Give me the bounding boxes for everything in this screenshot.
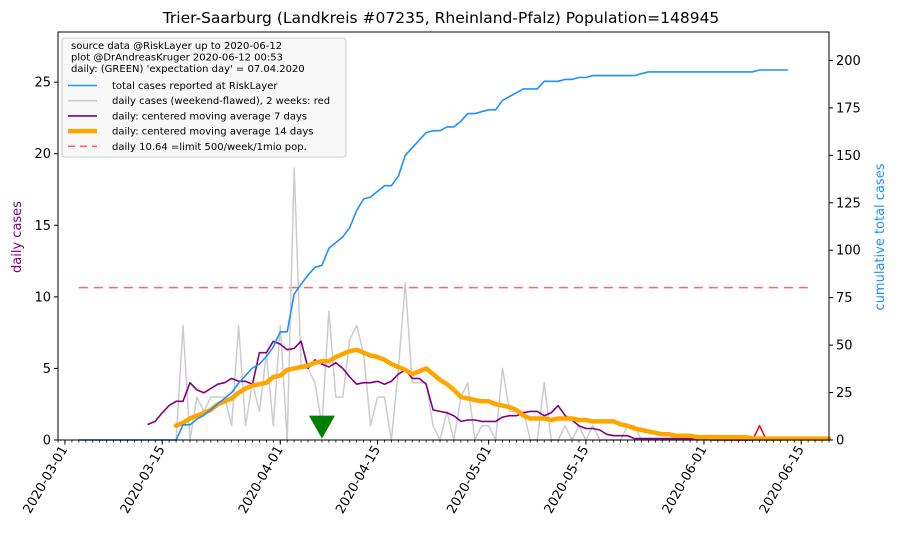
x-tick-label: 2020-06-01 [660,444,711,517]
ma14-layer [173,347,832,441]
x-tick-label: 2020-05-01 [444,444,495,517]
legend-entry-label: daily: centered moving average 14 days [112,127,313,138]
y-tick-label-left: 20 [34,147,51,162]
y-tick-label-left: 25 [34,76,51,91]
expectation-day-marker [308,415,335,439]
series-line-daily-cases-weekend-flawed-2-weeks-red [78,167,725,441]
legend-header-line: daily: (GREEN) 'expectation day' = 07.04… [71,64,305,75]
chart-title: Trier-Saarburg (Landkreis #07235, Rheinl… [162,9,720,27]
series-line-daily-centered-moving-average-14-days [173,347,832,441]
legend: source data @RiskLayer up to 2020-06-12p… [61,37,347,158]
x-tick-label: 2020-03-01 [21,444,72,517]
x-tick-label: 2020-05-15 [542,444,593,517]
y-tick-label-right: 100 [836,244,861,259]
legend-entry-label: total cases reported at RiskLayer [112,81,278,92]
x-tick-label: 2020-04-01 [236,444,287,517]
plot-frame [57,31,830,441]
y-tick-label-right: 150 [836,149,861,164]
y-tick-label-right: 0 [836,434,844,449]
y-tick-label-right: 25 [836,386,853,401]
y-tick-label-right: 200 [836,54,861,69]
y-tick-label-left: 15 [34,219,51,234]
legend-entry-label: daily: centered moving average 7 days [112,111,307,122]
y-axis-label-left: daily cases [10,201,25,273]
y-axis-label-right: cumulative total cases [873,163,888,310]
x-tick-label: 2020-06-15 [757,444,808,517]
legend-header-line: plot @DrAndreasKruger 2020-06-12 00:53 [71,53,283,64]
legend-entry-label: daily cases (weekend-flawed), 2 weeks: r… [112,96,330,107]
y-tick-label-right: 175 [836,101,861,116]
legend-entry-label: daily 10.64 =limit 500/week/1mio pop. [112,142,307,153]
y-tick-label-right: 125 [836,196,861,211]
y-tick-label-right: 75 [836,291,853,306]
y-tick-label-left: 0 [43,434,51,449]
x-tick-label: 2020-03-15 [118,444,169,517]
legend-header-line: source data @RiskLayer up to 2020-06-12 [71,41,282,52]
series-line-total-cases-reported-at-risklayer [78,69,789,441]
y-tick-label-right: 50 [836,339,853,354]
total-layer [78,69,789,441]
x-tick-label: 2020-04-15 [333,444,384,517]
y-tick-label-left: 10 [34,290,51,305]
daily-layer [78,167,788,441]
y-tick-label-left: 5 [43,362,51,377]
marker-layer [308,415,335,439]
legend-box [61,37,347,158]
